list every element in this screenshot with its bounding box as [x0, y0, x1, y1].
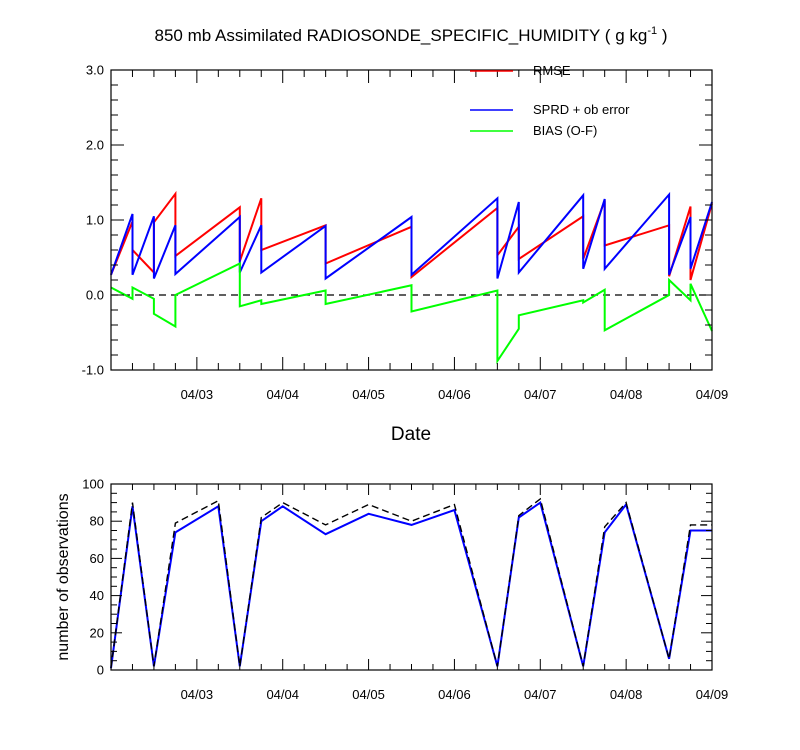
top-x-axis-label: Date — [391, 424, 431, 445]
bottom-y-axis-label: number of observations — [55, 493, 72, 660]
bottom-x-tick-label: 04/09 — [696, 687, 729, 702]
bottom-series-used-observations — [110, 500, 712, 669]
bottom-x-tick-label: 04/05 — [352, 687, 385, 702]
top-x-tick-label: 04/05 — [352, 387, 385, 402]
bottom-axes-group: 0 20 40 60 80 100 04/03 04/04 04/05 04/06 04/07 04/… — [82, 477, 728, 703]
chart-title: 850 mb Assimilated RADIOSONDE_SPECIFIC_H… — [155, 25, 668, 45]
top-axes-group: -1.0 0.0 1.0 2.0 3.0 04/03 04/04 04/05 04/06 04/0… — [82, 63, 729, 403]
bottom-x-tick-label: 04/06 — [438, 687, 471, 702]
bottom-series-total-observations — [110, 497, 712, 669]
top-y-tick-label: 3.0 — [86, 63, 104, 78]
top-series-sprd-ob-error — [110, 191, 713, 281]
top-x-tick-label: 04/07 — [524, 387, 557, 402]
legend-label-rmse: RMSE — [533, 63, 571, 78]
rmse-spread-bias-panel: -1.0 0.0 1.0 2.0 3.0 04/03 04/04 04/05 04/06 04/0… — [82, 63, 729, 403]
bottom-x-tick-label: 04/03 — [181, 687, 214, 702]
bottom-y-tick-label: 80 — [90, 514, 104, 529]
bottom-y-tick-label: 60 — [90, 551, 104, 566]
legend-label-bias: BIAS (O-F) — [533, 123, 597, 138]
bottom-y-tick-label: 40 — [90, 588, 104, 603]
top-y-tick-label: 2.0 — [86, 138, 104, 153]
top-x-tick-label: 04/03 — [181, 387, 214, 402]
bottom-x-tick-label: 04/08 — [610, 687, 643, 702]
bottom-y-tick-label: 100 — [82, 477, 104, 492]
top-y-tick-label: 0.0 — [86, 288, 104, 303]
bottom-y-tick-label: 0 — [97, 663, 104, 678]
top-x-tick-label: 04/08 — [610, 387, 643, 402]
top-y-tick-label: -1.0 — [82, 363, 104, 378]
bottom-x-tick-label: 04/04 — [266, 687, 299, 702]
legend-label-sprd: SPRD + ob error — [533, 102, 630, 117]
top-y-tick-label: 1.0 — [86, 213, 104, 228]
legend: RMSE SPRD + ob error BIAS (O-F) — [470, 63, 630, 138]
bottom-series-group — [110, 497, 712, 669]
bottom-y-tick-label: 20 — [90, 625, 104, 640]
observation-count-panel: 0 20 40 60 80 100 04/03 04/04 04/05 04/06 04/07 04/… — [82, 477, 728, 703]
top-x-tick-label: 04/09 — [696, 387, 729, 402]
bottom-x-tick-label: 04/07 — [524, 687, 557, 702]
top-x-tick-label: 04/06 — [438, 387, 471, 402]
top-series-group — [110, 190, 713, 365]
top-series-bias-o-f — [110, 261, 713, 365]
top-x-tick-label: 04/04 — [266, 387, 299, 402]
